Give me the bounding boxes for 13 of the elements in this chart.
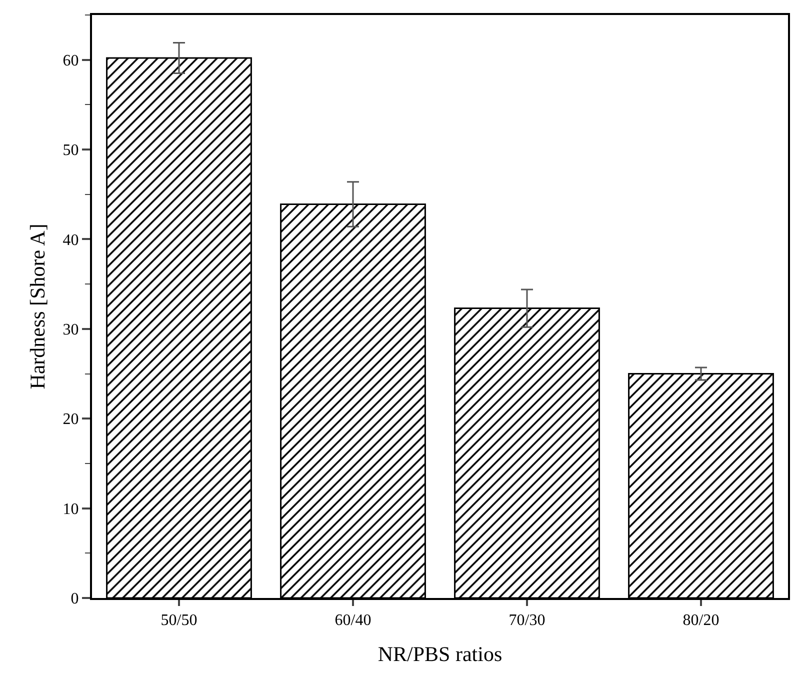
y-tick-label: 60	[62, 52, 79, 70]
y-tick-label: 10	[62, 500, 79, 518]
y-tick-label: 40	[62, 232, 79, 249]
x-tick-label: 50/50	[160, 612, 198, 630]
y-tick-label: 50	[62, 142, 79, 160]
x-tick-label: 70/30	[508, 612, 546, 630]
x-axis-title: NR/PBS ratios	[378, 642, 502, 666]
y-axis-title: Hardness [Shore A]	[25, 224, 50, 390]
y-tick-label: 30	[62, 322, 79, 339]
x-tick-label: 60/40	[334, 612, 372, 630]
x-tick-label: 80/20	[682, 612, 720, 630]
y-tick-label: 20	[62, 411, 79, 428]
y-tick-label: 0	[70, 590, 79, 608]
